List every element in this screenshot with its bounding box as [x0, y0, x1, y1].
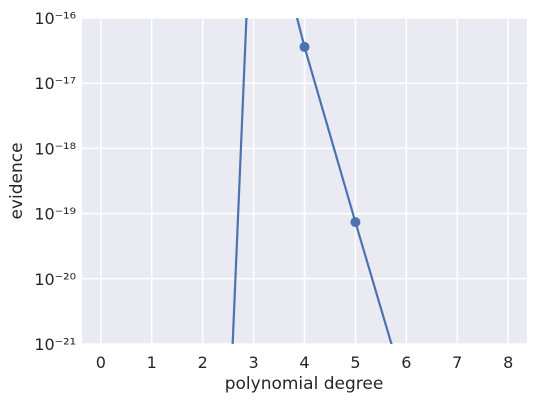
y-tick-label: 10⁻¹⁸	[34, 139, 76, 158]
x-tick-label: 3	[248, 353, 258, 372]
grid	[82, 17, 527, 345]
y-tick-label: 10⁻²¹	[34, 335, 76, 354]
x-tick-label: 6	[401, 353, 411, 372]
point	[401, 389, 411, 399]
x-tick-label: 2	[198, 353, 208, 372]
y-tick-label: 10⁻¹⁶	[34, 9, 76, 28]
point	[299, 41, 310, 52]
x-tick-label: 7	[452, 353, 462, 372]
y-tick-label: 10⁻¹⁷	[34, 74, 76, 93]
point	[350, 217, 361, 228]
x-tick-label: 4	[299, 353, 309, 372]
x-axis-label: polynomial degree	[225, 374, 384, 394]
y-axis-label: evidence	[7, 142, 27, 219]
x-tick-label: 0	[96, 353, 106, 372]
x-tick-label: 1	[147, 353, 157, 372]
y-tick-label: 10⁻²⁰	[34, 270, 76, 289]
x-tick-label: 5	[350, 353, 360, 372]
plot	[231, 18, 411, 399]
y-tick-label: 10⁻¹⁹	[34, 205, 76, 224]
x-tick-label: 8	[503, 353, 513, 372]
